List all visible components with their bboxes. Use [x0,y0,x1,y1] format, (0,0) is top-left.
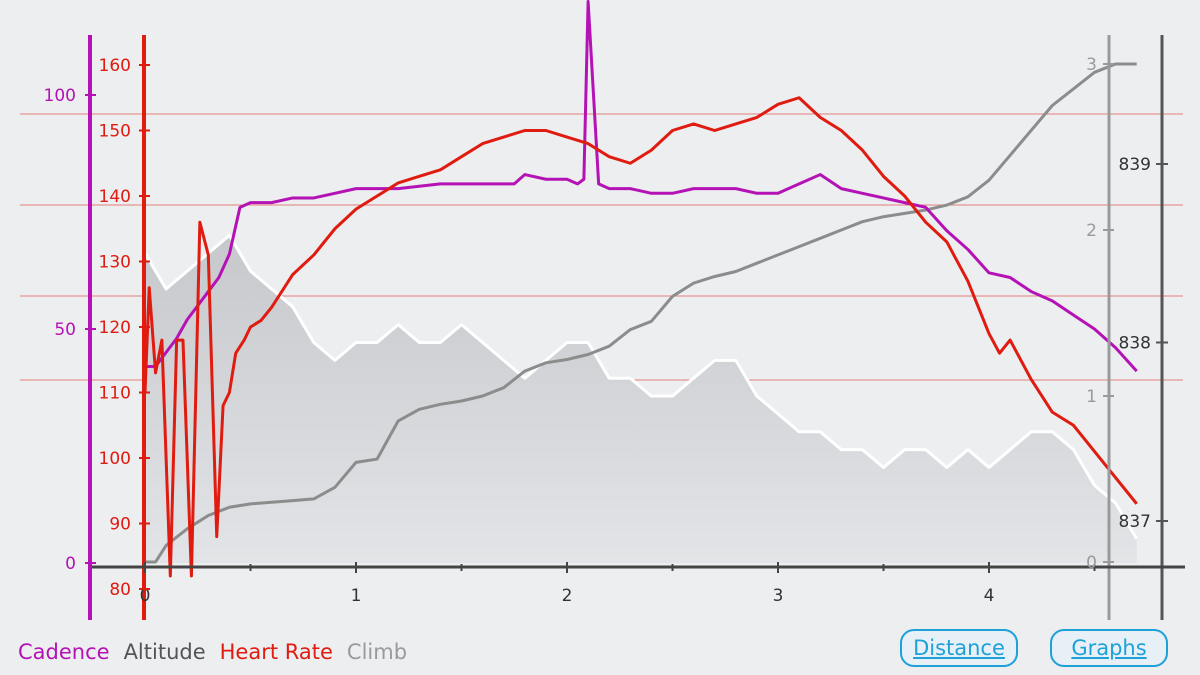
legend: Cadence Altitude Heart Rate Climb [18,640,407,664]
x-tick-label-3: 3 [773,586,784,606]
legend-cadence: Cadence [18,640,110,664]
x-tick-label-1: 1 [351,586,362,606]
heart-rate-tick-label-8: 160 [99,56,131,76]
climb-line [145,62,1137,564]
x-tick-label-4: 4 [984,586,995,606]
legend-climb: Climb [346,640,408,664]
cadence-line [145,0,1138,373]
climb-tick-label-0: 0 [1086,553,1097,573]
climb-tick-label-1: 1 [1086,387,1097,407]
x-tick-label-2: 2 [562,586,573,606]
heart-rate-tick-label-3: 110 [99,384,131,404]
cadence-tick-label-1: 50 [54,320,76,340]
distance-button[interactable]: Distance [900,629,1018,667]
cadence-tick-label-0: 0 [65,554,76,574]
graphs-button[interactable]: Graphs [1050,629,1168,667]
altitude-tick-label-0: 837 [1119,512,1151,532]
legend-altitude: Altitude [123,640,206,664]
heart-rate-tick-label-1: 90 [109,515,131,535]
heart-rate-tick-label-5: 130 [99,253,131,273]
heart-rate-tick-label-4: 120 [99,318,131,338]
heart-rate-tick-label-2: 100 [99,449,131,469]
altitude-tick-label-1: 838 [1119,334,1151,354]
heart-rate-tick-label-7: 150 [99,122,131,142]
heart-rate-tick-label-6: 140 [99,187,131,207]
altitude-area [145,235,1137,563]
x-tick-label-0: 0 [140,586,151,606]
climb-tick-label-3: 3 [1086,55,1097,75]
legend-heart-rate: Heart Rate [219,640,333,664]
heart-rate-line [143,96,1138,578]
axes: 0 1 2 3 4 0 50 100 80 90 100 110 120 130 140 150 160 0 1 2 3… [44,35,1185,620]
climb-tick-label-2: 2 [1086,221,1097,241]
series-layer [143,0,1138,578]
altitude-tick-label-2: 839 [1119,155,1151,175]
cadence-tick-label-2: 100 [44,86,76,106]
altitude-line [143,233,1138,540]
heart-rate-tick-label-0: 80 [109,580,131,600]
